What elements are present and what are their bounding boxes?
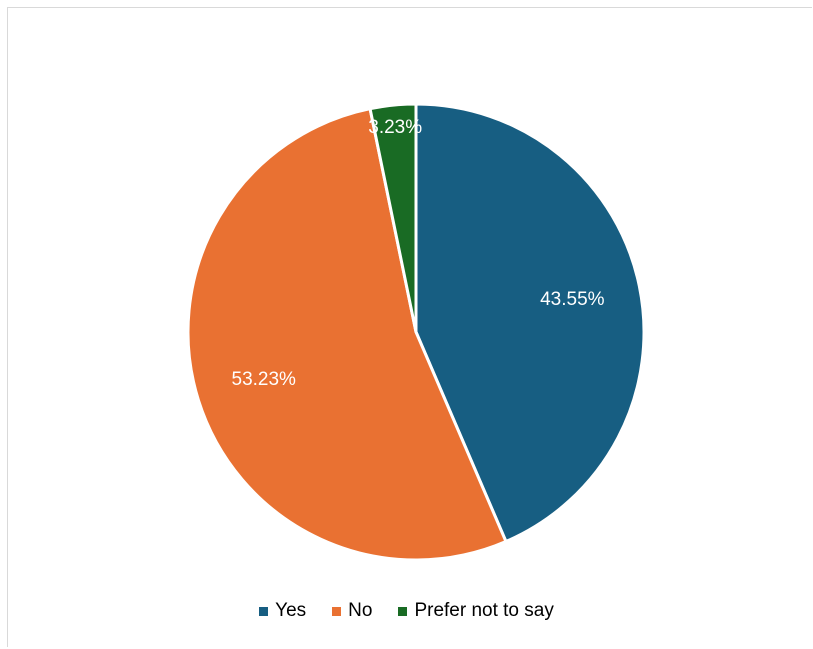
legend-item-no: No [332,600,372,622]
data-label-yes: 43.55% [540,289,605,310]
pie-slice-no [186,107,508,562]
legend-label-no: No [348,600,373,621]
legend-swatch-no [332,606,342,616]
legend-label-prefer-not-to-say: Prefer not to say [414,600,554,621]
legend-item-prefer-not-to-say: Prefer not to say [398,600,554,622]
data-label-no: 53.23% [232,369,297,390]
data-label-prefer-not-to-say: 3.23% [368,117,422,138]
pie-slice-prefer-not-to-say [368,102,418,334]
legend-label-yes: Yes [275,600,307,621]
legend-item-yes: Yes [259,600,306,622]
chart-legend: Yes No Prefer not to say [0,600,813,622]
legend-swatch-prefer-not-to-say [398,606,408,616]
legend-swatch-yes [259,606,269,616]
pie-slice-yes [414,102,646,544]
